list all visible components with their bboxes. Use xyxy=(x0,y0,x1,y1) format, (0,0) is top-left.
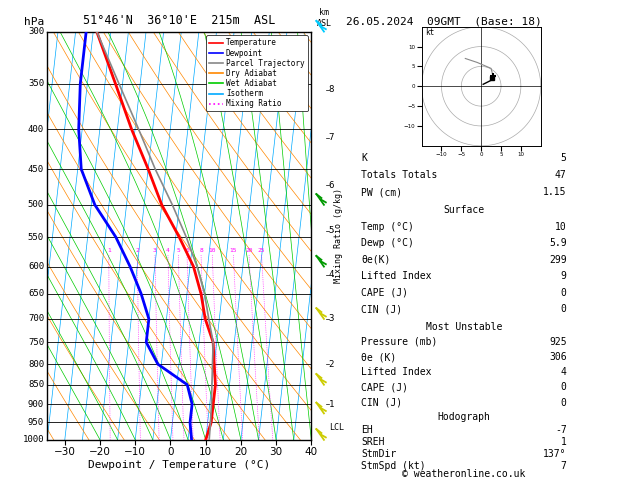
Text: 650: 650 xyxy=(28,289,44,298)
Text: 900: 900 xyxy=(28,399,44,409)
Legend: Temperature, Dewpoint, Parcel Trajectory, Dry Adiabat, Wet Adiabat, Isotherm, Mi: Temperature, Dewpoint, Parcel Trajectory… xyxy=(206,35,308,111)
Text: 6: 6 xyxy=(185,248,189,253)
Text: 600: 600 xyxy=(28,262,44,271)
Text: StmDir: StmDir xyxy=(361,449,396,459)
Text: StmSpd (kt): StmSpd (kt) xyxy=(361,461,426,471)
Text: 15: 15 xyxy=(230,248,237,253)
Text: hPa: hPa xyxy=(24,17,44,27)
Text: 0: 0 xyxy=(560,304,567,314)
Text: © weatheronline.co.uk: © weatheronline.co.uk xyxy=(402,469,526,479)
Text: 1: 1 xyxy=(329,399,334,409)
Text: Temp (°C): Temp (°C) xyxy=(361,222,414,232)
Text: 950: 950 xyxy=(28,418,44,427)
Text: CAPE (J): CAPE (J) xyxy=(361,288,408,298)
Text: Mixing Ratio (g/kg): Mixing Ratio (g/kg) xyxy=(333,188,343,283)
Text: 299: 299 xyxy=(549,255,567,265)
Text: θe(K): θe(K) xyxy=(361,255,391,265)
Text: 5: 5 xyxy=(329,226,334,235)
Text: Hodograph: Hodograph xyxy=(437,413,491,422)
Text: Pressure (mb): Pressure (mb) xyxy=(361,337,438,347)
Text: 6: 6 xyxy=(329,181,334,190)
Text: LCL: LCL xyxy=(329,423,343,432)
Text: 10: 10 xyxy=(555,222,567,232)
Text: 3: 3 xyxy=(153,248,157,253)
Text: 350: 350 xyxy=(28,79,44,88)
Text: 26.05.2024  09GMT  (Base: 18): 26.05.2024 09GMT (Base: 18) xyxy=(346,17,542,27)
Text: 8: 8 xyxy=(199,248,203,253)
Text: 300: 300 xyxy=(28,27,44,36)
Text: 750: 750 xyxy=(28,338,44,347)
Text: 0: 0 xyxy=(560,382,567,393)
Text: 850: 850 xyxy=(28,380,44,389)
Text: -7: -7 xyxy=(555,425,567,434)
Text: 5: 5 xyxy=(560,153,567,163)
Text: 0: 0 xyxy=(560,288,567,298)
Text: 7: 7 xyxy=(329,133,334,142)
Text: 450: 450 xyxy=(28,165,44,174)
Text: K: K xyxy=(361,153,367,163)
Text: 8: 8 xyxy=(329,85,334,94)
Text: kt: kt xyxy=(426,28,435,36)
Text: 500: 500 xyxy=(28,200,44,209)
Text: 47: 47 xyxy=(555,170,567,180)
Text: 10: 10 xyxy=(209,248,216,253)
Text: SREH: SREH xyxy=(361,437,385,447)
Text: 5.9: 5.9 xyxy=(549,238,567,248)
Text: 5: 5 xyxy=(177,248,181,253)
Text: 9: 9 xyxy=(560,271,567,281)
Text: 7: 7 xyxy=(560,461,567,471)
Text: 2: 2 xyxy=(135,248,139,253)
Text: Lifted Index: Lifted Index xyxy=(361,367,431,377)
X-axis label: Dewpoint / Temperature (°C): Dewpoint / Temperature (°C) xyxy=(88,460,270,470)
Text: 1000: 1000 xyxy=(23,435,44,444)
Text: 1.15: 1.15 xyxy=(543,187,567,197)
Text: 1: 1 xyxy=(107,248,111,253)
Text: 25: 25 xyxy=(258,248,265,253)
Text: CIN (J): CIN (J) xyxy=(361,398,403,408)
Text: 137°: 137° xyxy=(543,449,567,459)
Text: Lifted Index: Lifted Index xyxy=(361,271,431,281)
Text: CIN (J): CIN (J) xyxy=(361,304,403,314)
Text: 20: 20 xyxy=(245,248,253,253)
Text: 4: 4 xyxy=(560,367,567,377)
Text: Surface: Surface xyxy=(443,205,484,215)
Text: PW (cm): PW (cm) xyxy=(361,187,403,197)
Text: 4: 4 xyxy=(329,271,334,279)
Text: θe (K): θe (K) xyxy=(361,352,396,362)
Text: 2: 2 xyxy=(329,360,334,369)
Text: 51°46'N  36°10'E  215m  ASL: 51°46'N 36°10'E 215m ASL xyxy=(83,14,276,27)
Text: 400: 400 xyxy=(28,124,44,134)
Text: 550: 550 xyxy=(28,233,44,242)
Text: km
ASL: km ASL xyxy=(316,8,331,28)
Text: Totals Totals: Totals Totals xyxy=(361,170,438,180)
Text: 925: 925 xyxy=(549,337,567,347)
Text: 800: 800 xyxy=(28,360,44,369)
Text: CAPE (J): CAPE (J) xyxy=(361,382,408,393)
Text: 700: 700 xyxy=(28,314,44,323)
Text: 0: 0 xyxy=(560,398,567,408)
Text: EH: EH xyxy=(361,425,373,434)
Text: 4: 4 xyxy=(166,248,170,253)
Text: Most Unstable: Most Unstable xyxy=(426,322,502,331)
Text: 3: 3 xyxy=(329,314,334,323)
Text: Dewp (°C): Dewp (°C) xyxy=(361,238,414,248)
Text: 306: 306 xyxy=(549,352,567,362)
Text: 1: 1 xyxy=(560,437,567,447)
